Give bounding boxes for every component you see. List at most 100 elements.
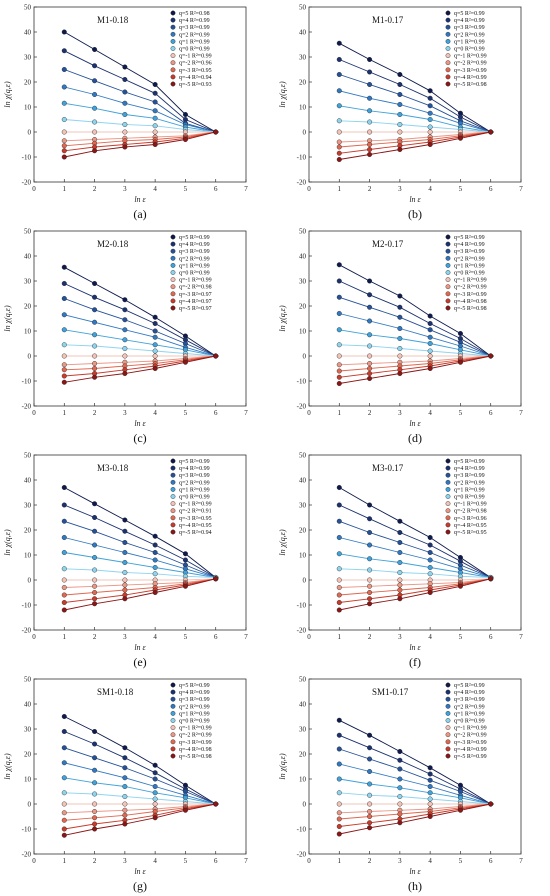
legend-label: q=-3 R²=0.95 xyxy=(179,516,212,522)
data-point xyxy=(61,518,67,524)
data-point xyxy=(397,370,403,376)
series-line xyxy=(339,264,491,357)
y-tick-label: -10 xyxy=(22,378,32,386)
data-point xyxy=(397,559,403,565)
data-point xyxy=(336,262,342,268)
y-tick-label: 20 xyxy=(24,79,32,87)
data-point xyxy=(397,293,403,299)
legend-marker xyxy=(445,234,451,240)
y-tick-label: -20 xyxy=(297,851,307,859)
plot-frame xyxy=(308,6,522,183)
data-point xyxy=(488,129,494,135)
legend-label: q=4 R²=0.99 xyxy=(179,18,210,24)
legend-marker xyxy=(445,494,451,499)
x-axis-label: ln ε xyxy=(409,643,421,652)
data-point xyxy=(397,146,403,152)
legend-marker xyxy=(170,508,176,514)
x-tick-label: 7 xyxy=(519,185,523,193)
data-point xyxy=(427,129,433,135)
series-line xyxy=(64,314,216,357)
y-tick-label: 10 xyxy=(299,552,307,560)
series-line xyxy=(64,578,216,581)
y-tick-label: 30 xyxy=(299,278,307,286)
data-point xyxy=(367,596,373,602)
data-point xyxy=(367,119,373,125)
series-line xyxy=(64,537,216,578)
data-point xyxy=(367,292,373,298)
data-point xyxy=(61,502,67,508)
panel-title: M3-0.17 xyxy=(372,463,404,473)
legend-marker xyxy=(170,263,176,268)
x-tick-label: 4 xyxy=(428,633,432,641)
data-point xyxy=(367,502,373,508)
data-point xyxy=(92,365,98,371)
data-point xyxy=(427,813,433,819)
data-point xyxy=(61,729,67,735)
data-point xyxy=(92,755,98,761)
data-point xyxy=(427,103,433,109)
series-line xyxy=(339,803,491,835)
series-line xyxy=(64,298,216,357)
x-tick-label: 7 xyxy=(519,409,523,417)
series-line xyxy=(64,552,216,578)
data-point xyxy=(61,566,67,572)
data-point xyxy=(152,776,158,782)
legend-label: q=2 R²=0.99 xyxy=(454,256,485,262)
series-line xyxy=(64,568,216,578)
y-axis-label: ln χ(q,ε) xyxy=(278,529,287,556)
x-tick-label: 3 xyxy=(123,409,127,417)
data-point xyxy=(92,119,98,125)
x-tick-label: 1 xyxy=(63,857,67,865)
data-point xyxy=(336,551,342,557)
y-tick-label: 30 xyxy=(299,726,307,734)
x-axis-label: ln ε xyxy=(409,867,421,876)
x-tick-label: 0 xyxy=(32,409,36,417)
data-point xyxy=(152,801,158,807)
data-point xyxy=(367,57,373,63)
x-tick-label: 3 xyxy=(398,185,402,193)
x-tick-label: 0 xyxy=(307,409,311,417)
data-point xyxy=(367,801,373,807)
x-tick-label: 6 xyxy=(489,185,493,193)
data-point xyxy=(122,111,128,117)
x-tick-label: 4 xyxy=(153,409,157,417)
data-point xyxy=(367,360,373,366)
legend-label: q=-5 R²=0.99 xyxy=(454,754,487,760)
data-point xyxy=(367,318,373,324)
data-point xyxy=(92,542,98,548)
data-point xyxy=(367,808,373,814)
data-point xyxy=(336,118,342,124)
legend-label: q=5 R²=0.99 xyxy=(179,459,210,465)
legend-label: q=-5 R²=0.98 xyxy=(179,754,212,760)
x-tick-label: 4 xyxy=(153,633,157,641)
data-point xyxy=(61,592,67,598)
y-tick-label: -20 xyxy=(22,179,32,187)
y-tick-label: 50 xyxy=(299,676,307,684)
y-tick-label: 10 xyxy=(299,328,307,336)
legend-marker xyxy=(445,696,451,702)
data-point xyxy=(336,534,342,540)
plot-frame xyxy=(308,678,522,855)
legend-marker xyxy=(170,689,176,695)
x-tick-label: 4 xyxy=(428,857,432,865)
series-line xyxy=(339,131,491,154)
data-point xyxy=(61,116,67,122)
data-point xyxy=(336,801,342,807)
legend-label: q=-2 R²=0.98 xyxy=(179,285,212,291)
y-tick-label: -10 xyxy=(22,154,32,162)
data-point xyxy=(367,108,373,114)
x-axis-label: ln ε xyxy=(409,195,421,204)
data-point xyxy=(182,111,188,117)
data-point xyxy=(122,812,128,818)
legend-label: q=-5 R²=0.94 xyxy=(179,530,212,536)
legend-marker xyxy=(170,739,176,745)
legend-label: q=2 R²=0.99 xyxy=(179,704,210,710)
data-point xyxy=(457,583,463,589)
data-point xyxy=(92,808,98,814)
x-tick-label: 6 xyxy=(214,409,218,417)
legend-marker xyxy=(445,732,451,738)
data-point xyxy=(427,124,433,130)
data-point xyxy=(61,312,67,318)
data-point xyxy=(488,801,494,807)
series-line xyxy=(339,355,491,378)
